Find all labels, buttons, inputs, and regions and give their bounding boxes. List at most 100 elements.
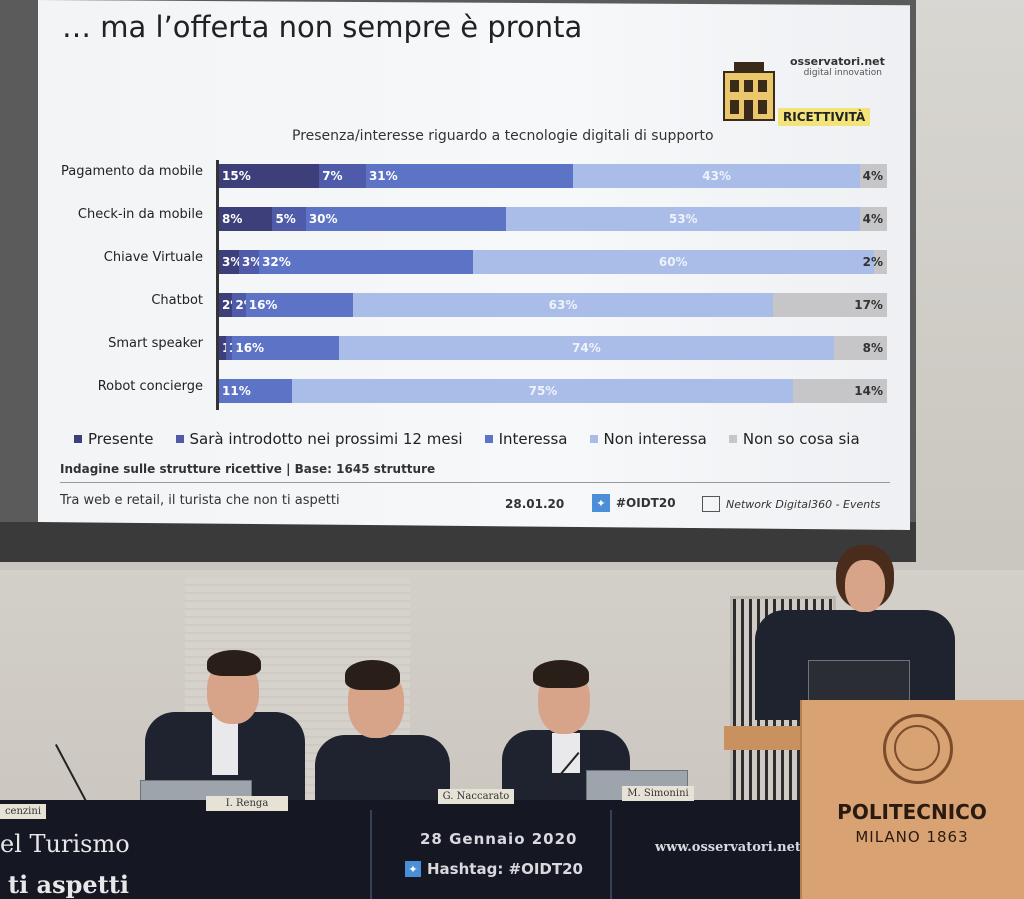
chart-title: Presenza/interesse riguardo a tecnologie…: [292, 128, 714, 144]
category-label: Check-in da mobile: [77, 207, 203, 222]
bar-segment: 4%: [860, 207, 887, 231]
bar-segment: 7%: [319, 164, 366, 188]
bar-segment: 32%: [259, 250, 473, 274]
podium-city: MILANO 1863: [855, 828, 969, 846]
legend-label: Non so cosa sia: [742, 430, 860, 448]
bar-row: 8% 5% 30% 53% 4%: [219, 207, 887, 231]
slide-footer-title: Tra web e retail, il turista che non ti …: [60, 493, 340, 508]
desk-banner-text: el Turismo: [0, 830, 130, 858]
desk-hashtag: ✦ Hashtag: #OIDT20: [405, 860, 583, 878]
survey-note: Indagine sulle strutture ricettive | Bas…: [60, 462, 436, 476]
desk-banner-subtext: ti aspetti: [8, 870, 129, 899]
panelist-1-hair: [207, 650, 261, 676]
footer-divider: [60, 482, 890, 483]
bar-segment: 60%: [472, 250, 874, 274]
brand-logo: osservatori.net digital innovation: [790, 55, 885, 78]
bar-segment: 16%: [232, 336, 340, 360]
bar-segment: 74%: [339, 336, 834, 360]
panel-desk: [0, 800, 820, 899]
legend-label: Sarà introdotto nei prossimi 12 mesi: [189, 430, 463, 448]
nameplate: I. Renga: [206, 796, 288, 811]
twitter-icon: ✦: [405, 861, 421, 877]
category-label: Smart speaker: [108, 336, 203, 351]
podium-shelf: [724, 726, 804, 750]
bar-segment: 30%: [305, 207, 507, 231]
hotel-building-icon: [723, 62, 775, 121]
bar-row: 3% 3% 32% 60% 2%: [219, 250, 887, 274]
bar-segment: 75%: [292, 379, 794, 403]
bar-row: 1%1%16%74%8%: [219, 336, 887, 360]
nameplate: cenzini: [0, 804, 46, 819]
bar-segment: 8%: [833, 336, 887, 360]
chart-axis: [216, 160, 219, 410]
legend-item: Presente: [74, 430, 154, 448]
bar-segment: 1%: [225, 336, 249, 360]
bar-segment: 3%: [239, 250, 262, 274]
legend-item: Sarà introdotto nei prossimi 12 mesi: [175, 430, 463, 448]
bar-segment: 53%: [506, 207, 861, 231]
bar-segment: 5%: [272, 207, 306, 231]
legend-item: Non interessa: [589, 430, 707, 448]
desk-website: www.osservatori.net: [655, 840, 801, 855]
nameplate: G. Naccarato: [438, 789, 514, 804]
legend-label: Non interessa: [603, 430, 707, 448]
category-label: Pagamento da mobile: [61, 164, 203, 179]
desk-hashtag-text: Hashtag: #OIDT20: [427, 860, 583, 878]
chart-legend: Presente Sarà introdotto nei prossimi 12 …: [74, 430, 860, 448]
panelist-2-body: [315, 735, 450, 810]
bar-segment: 2%: [219, 293, 242, 317]
speaker-laptop: [808, 660, 910, 702]
slide-footer-hashtag: ✦ #OIDT20: [592, 494, 676, 512]
desk-divider: [610, 810, 612, 899]
legend-swatch: [728, 435, 737, 443]
bar-segment: 2%: [232, 293, 256, 317]
speaker-face: [845, 560, 885, 612]
legend-item: Non so cosa sia: [728, 430, 860, 448]
category-badge: RICETTIVITÀ: [778, 108, 871, 126]
bar-segment: 1%: [219, 336, 242, 360]
nameplate: M. Simonini: [622, 786, 694, 801]
network-icon: [702, 496, 720, 512]
bar-segment: 17%: [773, 293, 887, 317]
legend-swatch: [589, 435, 598, 443]
bar-segment: 63%: [352, 293, 774, 317]
bar-segment: 2%: [863, 250, 887, 274]
desk-date: 28 Gennaio 2020: [420, 830, 578, 848]
category-label: Chatbot: [151, 293, 203, 308]
bar-segment: 11%: [219, 379, 293, 403]
bar-segment: 31%: [365, 164, 574, 188]
bar-segment: 16%: [245, 293, 353, 317]
desk-divider: [370, 810, 372, 899]
bar-row: 15% 7% 31% 43% 4%: [219, 164, 887, 188]
category-label: Robot concierge: [97, 379, 203, 394]
brand-subtitle: digital innovation: [803, 68, 882, 78]
podium-name: POLITECNICO: [837, 800, 987, 824]
category-label: Chiave Virtuale: [103, 250, 203, 265]
bar-row: 11% 75% 14%: [219, 379, 887, 403]
university-seal-logo: [883, 714, 953, 784]
bar-segment: 8%: [219, 207, 273, 231]
bar-segment: 3%: [219, 250, 242, 274]
panelist-3-hair: [533, 660, 589, 688]
legend-label: Interessa: [498, 430, 568, 448]
panelist-1-shirt: [212, 715, 238, 775]
slide-footer-date: 28.01.20: [505, 497, 565, 511]
brand-name: osservatori.net: [790, 55, 885, 68]
legend-label: Presente: [88, 430, 154, 448]
slide-footer-network: Network Digital360 - Events: [702, 496, 880, 512]
bar-segment: 43%: [573, 164, 861, 188]
legend-swatch: [74, 435, 82, 443]
hashtag-text: #OIDT20: [616, 496, 676, 510]
network-text: Network Digital360 - Events: [726, 497, 881, 511]
slide-title: … ma l’offerta non sempre è pronta: [62, 10, 583, 44]
panelist-2-hair: [345, 660, 400, 690]
legend-swatch: [175, 435, 184, 443]
legend-swatch: [484, 435, 493, 443]
projection-screen-bar: [0, 522, 916, 562]
twitter-icon: ✦: [592, 494, 610, 512]
legend-item: Interessa: [484, 430, 568, 448]
bar-segment: 4%: [860, 164, 887, 188]
bar-row: 2%2%16%63%17%: [219, 293, 887, 317]
bar-segment: 14%: [793, 379, 887, 403]
bar-segment: 15%: [219, 164, 320, 188]
